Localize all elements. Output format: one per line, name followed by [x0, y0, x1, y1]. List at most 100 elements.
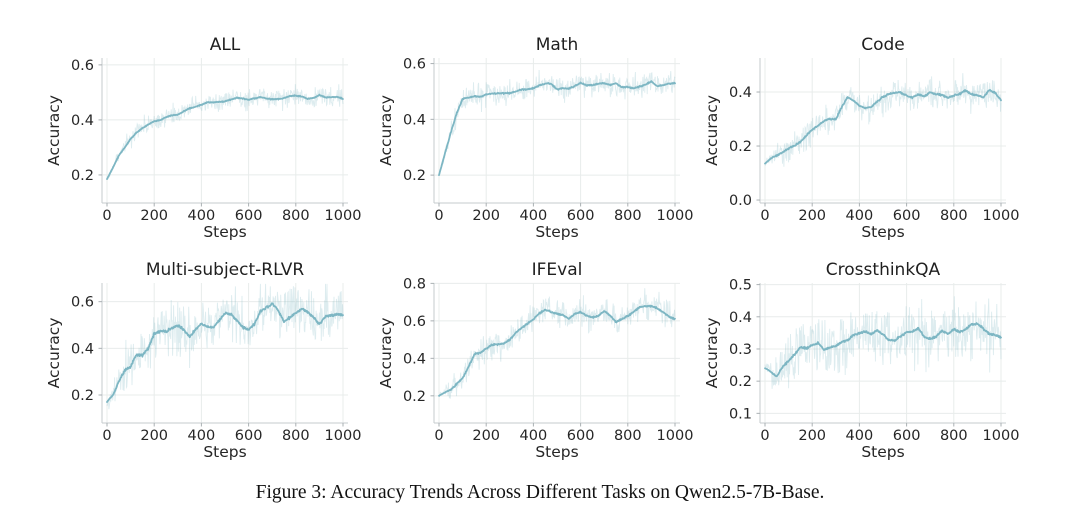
chart-title: ALL	[210, 35, 241, 55]
y-tick-label: 0.2	[71, 168, 94, 184]
tick-marks	[756, 91, 1002, 207]
x-axis-label: Steps	[861, 223, 904, 241]
smoothed-series-line	[106, 93, 344, 181]
y-tick-label: 0.4	[403, 351, 426, 367]
multi-subject-rlvr-chart-canvas: Multi-subject-RLVR 0 200 400 600 800 1000 0.2 0.…	[46, 260, 362, 461]
grid-lines	[102, 283, 348, 423]
y-axis-label: Accuracy	[46, 318, 63, 389]
subplot-math: Math 0 200 400 600 800 1000 0.2 0.4 0.6 Steps Accur…	[378, 34, 708, 250]
y-tick-label: 0.1	[729, 406, 752, 422]
y-tick-label: 0.2	[71, 388, 94, 404]
tick-marks	[430, 282, 676, 427]
x-tick-label: 800	[614, 208, 642, 224]
math-chart-canvas: Math 0 200 400 600 800 1000 0.2 0.4 0.6 Steps Accur…	[378, 35, 694, 241]
x-tick-label: 800	[940, 208, 968, 224]
ifeval-chart-canvas: IFEval 0 200 400 600 800 1000 0.2 0.4 0.6 0.8 Steps…	[378, 260, 694, 461]
raw-series-line	[764, 296, 1002, 389]
x-tick-label: 200	[798, 208, 826, 224]
x-tick-label: 1000	[983, 208, 1020, 224]
y-tick-label: 0.6	[71, 58, 94, 74]
x-tick-label: 600	[567, 428, 595, 444]
y-tick-label: 0.3	[729, 342, 752, 358]
raw-series-line	[764, 73, 1002, 167]
y-axis-label: Accuracy	[704, 318, 721, 389]
subplot-multi-subject-rlvr: Multi-subject-RLVR 0 200 400 600 800 1000 0.2 0.…	[46, 259, 376, 470]
x-tick-label: 0	[434, 208, 443, 224]
x-tick-label: 600	[235, 428, 263, 444]
x-tick-label: 400	[188, 208, 216, 224]
subplot-all: ALL 0 200 400 600 800 1000 0.2 0.4 0.6 Steps Accura…	[46, 34, 376, 250]
y-tick-label: 0.8	[403, 276, 426, 292]
grid-lines	[102, 58, 348, 203]
x-tick-label: 200	[798, 428, 826, 444]
x-tick-label: 800	[940, 428, 968, 444]
x-tick-label: 1000	[657, 428, 694, 444]
x-tick-label: 0	[760, 208, 769, 224]
x-tick-label: 600	[235, 208, 263, 224]
x-tick-label: 1000	[325, 208, 362, 224]
x-tick-label: 200	[472, 428, 500, 444]
x-axis-label: Steps	[535, 223, 578, 241]
x-tick-label: 400	[846, 428, 874, 444]
y-tick-label: 0.4	[403, 112, 426, 128]
smoothed-series-line	[438, 80, 676, 177]
smoothed-series-line	[764, 89, 1002, 165]
grid-lines	[434, 282, 680, 423]
x-tick-label: 800	[282, 428, 310, 444]
x-tick-label: 800	[614, 428, 642, 444]
y-tick-label: 0.4	[71, 341, 94, 357]
all-chart-canvas: ALL 0 200 400 600 800 1000 0.2 0.4 0.6 Steps Accura…	[46, 35, 362, 241]
subplot-ifeval: IFEval 0 200 400 600 800 1000 0.2 0.4 0.6 0.8 Steps…	[378, 259, 708, 470]
grid-lines	[760, 58, 1006, 203]
y-tick-label: 0.4	[729, 310, 752, 326]
chart-title: IFEval	[532, 260, 583, 280]
chart-title: Multi-subject-RLVR	[146, 260, 304, 280]
chart-title: CrossthinkQA	[826, 260, 941, 280]
raw-series-line	[438, 288, 676, 399]
x-tick-label: 400	[846, 208, 874, 224]
x-tick-label: 400	[188, 428, 216, 444]
y-tick-label: 0.2	[403, 168, 426, 184]
y-tick-label: 0.6	[71, 295, 94, 311]
smoothed-series-line	[106, 302, 344, 403]
tick-marks	[756, 284, 1002, 427]
x-tick-label: 1000	[657, 208, 694, 224]
x-tick-label: 800	[282, 208, 310, 224]
chart-title: Code	[861, 35, 905, 55]
x-tick-label: 600	[567, 208, 595, 224]
y-axis-label: Accuracy	[704, 95, 721, 166]
x-tick-label: 0	[434, 428, 443, 444]
y-tick-label: 0.4	[71, 113, 94, 129]
x-tick-label: 400	[520, 208, 548, 224]
y-axis-label: Accuracy	[378, 95, 395, 166]
y-tick-label: 0.6	[403, 314, 426, 330]
x-tick-label: 200	[140, 428, 168, 444]
grid-lines	[760, 283, 1006, 423]
smoothed-series-line	[764, 322, 1002, 378]
subplot-crossthinkqa: CrossthinkQA 0 200 400 600 800 1000 0.1 0.2 0.3 0.…	[704, 259, 1034, 470]
y-tick-label: 0.0	[729, 193, 752, 209]
x-tick-label: 400	[520, 428, 548, 444]
x-tick-label: 1000	[325, 428, 362, 444]
figure-caption: Figure 3: Accuracy Trends Across Differe…	[255, 482, 825, 503]
x-tick-label: 0	[102, 208, 111, 224]
x-tick-label: 600	[893, 208, 921, 224]
x-tick-label: 200	[140, 208, 168, 224]
y-tick-label: 0.2	[729, 374, 752, 390]
tick-marks	[98, 301, 344, 427]
x-tick-label: 200	[472, 208, 500, 224]
y-tick-label: 0.6	[403, 57, 426, 73]
raw-series-line	[106, 283, 344, 410]
x-axis-label: Steps	[861, 443, 904, 461]
crossthinkqa-chart-canvas: CrossthinkQA 0 200 400 600 800 1000 0.1 0.2 0.3 0.…	[704, 260, 1020, 461]
smoothed-series-line	[438, 304, 676, 397]
subplot-code: Code 0 200 400 600 800 1000 0.0 0.2 0.4 Steps Accur…	[704, 34, 1034, 250]
y-tick-label: 0.2	[729, 139, 752, 155]
x-axis-label: Steps	[203, 223, 246, 241]
code-chart-canvas: Code 0 200 400 600 800 1000 0.0 0.2 0.4 Steps Accur…	[704, 35, 1020, 241]
y-axis-label: Accuracy	[378, 318, 395, 389]
x-tick-label: 600	[893, 428, 921, 444]
x-tick-label: 0	[102, 428, 111, 444]
x-tick-label: 1000	[983, 428, 1020, 444]
